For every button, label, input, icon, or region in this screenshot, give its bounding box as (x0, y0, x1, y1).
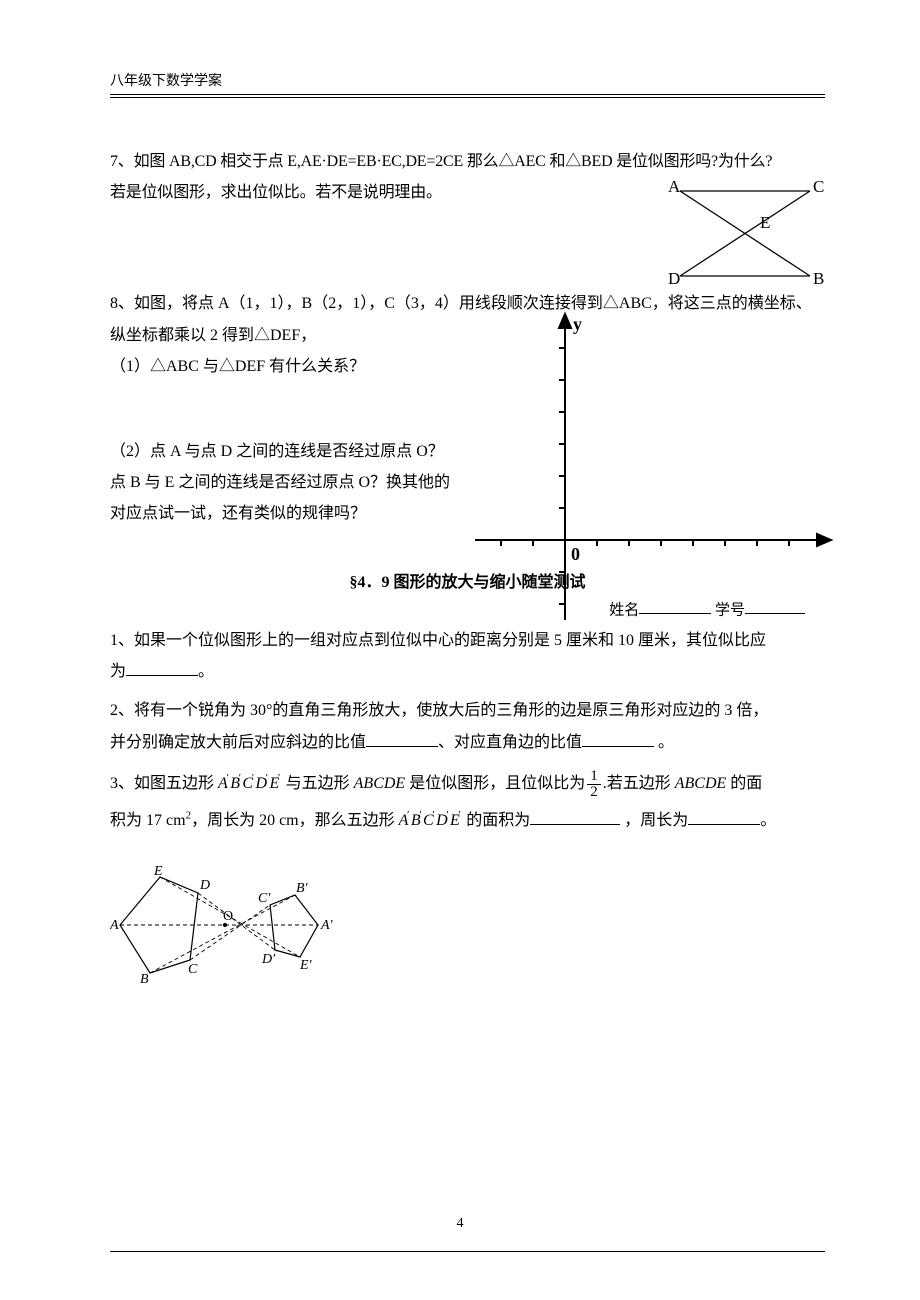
p3-h: 的面积为 (462, 812, 530, 829)
p1-blank[interactable] (126, 659, 198, 677)
problem-7-line1: 7、如图 AB,CD 相交于点 E,AE·DE=EB·EC,DE=2CE 那么△… (110, 146, 825, 177)
diagram-7-label-d: D (668, 269, 680, 288)
p3-blank2[interactable] (688, 807, 760, 825)
problem-1: 1、如果一个位似图形上的一组对应点到位似中心的距离分别是 5 厘米和 10 厘米… (110, 625, 825, 687)
p3-g: ，周长为 20 cm，那么五边形 (191, 812, 399, 829)
d3-Bp: B′ (296, 881, 309, 896)
fraction-half: 12 (587, 769, 601, 800)
p3-abcde-1: ABCDE (354, 775, 406, 792)
p3-i: ，周长为 (620, 812, 688, 829)
problem-3: 3、如图五边形 A′B′C′D′E′ 与五边形 ABCDE 是位似图形，且位似比… (110, 766, 825, 840)
header-divider (110, 94, 825, 98)
diagram-7-svg: A C D B E (665, 176, 825, 296)
p2-blank2[interactable] (582, 729, 654, 747)
p2-a: 2、将有一个锐角为 30°的直角三角形放大，使放大后的三角形的边是原三角形对应边… (110, 702, 768, 719)
p1-b: 为 (110, 663, 126, 680)
p2-b: 并分别确定放大前后对应斜边的比值 (110, 734, 366, 751)
diagram-8-y-label: y (573, 314, 582, 334)
diagram-7-label-c: C (813, 177, 824, 196)
page-number: 4 (0, 1216, 920, 1232)
p1-a: 1、如果一个位似图形上的一组对应点到位似中心的距离分别是 5 厘米和 10 厘米… (110, 632, 766, 649)
d3-Ep: E′ (299, 958, 313, 973)
p2-c: 、对应直角边的比值 (438, 734, 582, 751)
p3-f: 积为 17 cm (110, 812, 186, 829)
diagram-8-origin-label: 0 (571, 544, 580, 564)
p3-abcde-prime-1: A′B′C′D′E′ (218, 775, 282, 792)
p3-d: .若五边形 (603, 775, 675, 792)
d3-B: B (140, 972, 149, 985)
d3-E: E (153, 865, 163, 879)
d3-Ap: A′ (320, 918, 334, 933)
diagram-7-label-a: A (668, 177, 681, 196)
d3-Cp: C′ (258, 891, 271, 906)
diagram-8-svg: y 0 (465, 310, 835, 630)
p3-abcde-2: ABCDE (675, 775, 727, 792)
diagram-3-svg: A E D C B A′ B′ C′ D′ E′ O (110, 865, 340, 985)
p2-d: 。 (654, 734, 674, 751)
d3-A: A (110, 918, 119, 933)
p3-c: 是位似图形，且位似比为 (405, 775, 585, 792)
problem-8: 8、如图，将点 A（1，1），B（2，1），C（3，4）用线段顺次连接得到△AB… (110, 288, 825, 529)
page-header: 八年级下数学学案 (110, 70, 825, 90)
p3-a: 3、如图五边形 (110, 775, 218, 792)
p1-c: 。 (198, 663, 214, 680)
d3-D: D (199, 878, 210, 893)
footer-divider (110, 1251, 825, 1252)
p3-e: 的面 (726, 775, 762, 792)
d3-O: O (223, 909, 233, 924)
problem-2: 2、将有一个锐角为 30°的直角三角形放大，使放大后的三角形的边是原三角形对应边… (110, 695, 825, 757)
diagram-7-label-e: E (760, 213, 770, 232)
p3-abcde-prime-2: A′B′C′D′E′ (399, 812, 463, 829)
diagram-7-label-b: B (813, 269, 824, 288)
p2-blank1[interactable] (366, 729, 438, 747)
p3-j: 。 (760, 812, 776, 829)
d3-C: C (188, 962, 198, 977)
p3-blank1[interactable] (530, 807, 620, 825)
d3-Dp: D′ (261, 952, 276, 967)
problem-7: 7、如图 AB,CD 相交于点 E,AE·DE=EB·EC,DE=2CE 那么△… (110, 146, 825, 208)
p3-b: 与五边形 (282, 775, 354, 792)
